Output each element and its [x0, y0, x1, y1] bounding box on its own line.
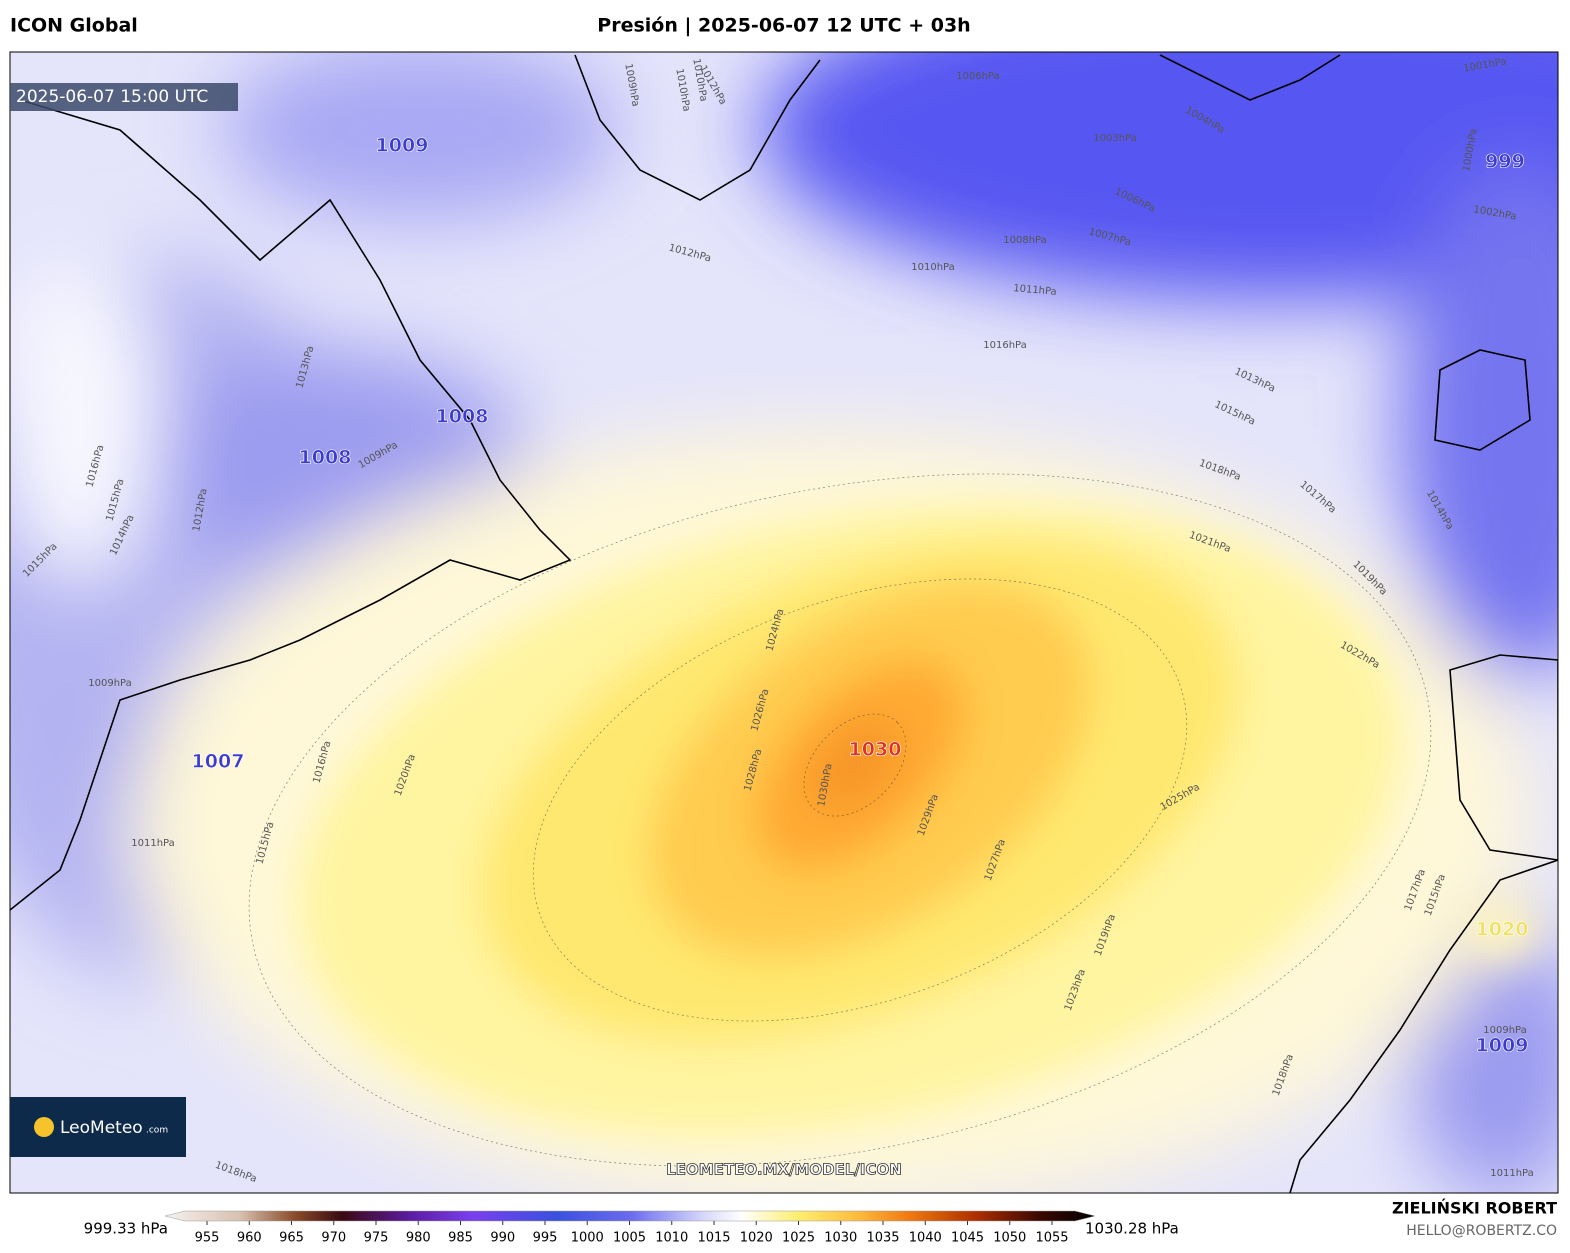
contour-label: 1011hPa — [1013, 283, 1057, 298]
colorbar-tick-label: 985 — [448, 1231, 473, 1246]
contour-label: 1003hPa — [1093, 133, 1137, 144]
contour-label: 1008hPa — [1003, 235, 1047, 246]
colorbar-tick-label: 965 — [279, 1231, 304, 1246]
contour-label: 1011hPa — [131, 838, 175, 849]
colorbar-tick-label: 1005 — [613, 1231, 646, 1246]
colorbar-min: 999.33 hPa — [84, 1220, 168, 1238]
colorbar-tick-label: 960 — [237, 1231, 262, 1246]
colorbar-tick-label: 975 — [364, 1231, 389, 1246]
colorbar-tick-label: 1035 — [866, 1231, 899, 1246]
colorbar-tick-label: 1000 — [571, 1231, 604, 1246]
colorbar-tick-label: 1055 — [1035, 1231, 1068, 1246]
contour-label: 1016hPa — [983, 340, 1027, 351]
colorbar-tick-label: 1010 — [655, 1231, 688, 1246]
colorbar-tick-label: 970 — [321, 1231, 346, 1246]
pressure-center: 1009 — [1476, 1035, 1529, 1057]
contour-label: 1010hPa — [911, 262, 955, 273]
pressure-center: 1030 — [849, 739, 902, 761]
contour-label: 1009hPa — [1483, 1025, 1527, 1036]
pressure-center: 1009 — [376, 135, 429, 157]
timestamp-box — [10, 83, 238, 111]
logo-suffix: .com — [146, 1126, 168, 1136]
pressure-center: 1020 — [1476, 919, 1529, 941]
logo-sun — [34, 1117, 54, 1137]
colorbar-tick-label: 980 — [406, 1231, 431, 1246]
timestamp: 2025-06-07 15:00 UTC — [16, 87, 208, 107]
map-frame — [9, 51, 1559, 1194]
pressure-center: 999 — [1485, 151, 1525, 173]
pressure-center: 1008 — [299, 447, 352, 469]
colorbar-tick-label: 1030 — [824, 1231, 857, 1246]
map-title: Presión | 2025-06-07 12 UTC + 03h — [597, 15, 970, 37]
contour-label: 1009hPa — [88, 678, 132, 689]
colorbar-tick-label: 1050 — [993, 1231, 1026, 1246]
colorbar-tick-label: 995 — [533, 1231, 558, 1246]
pressure-center: 1007 — [192, 751, 245, 773]
pressure-center: 1008 — [436, 406, 489, 428]
contour-label: 1011hPa — [1490, 1168, 1534, 1179]
contour-label: 1006hPa — [956, 71, 1000, 82]
colorbar-tick-label: 955 — [195, 1231, 220, 1246]
colorbar-tick-label: 990 — [490, 1231, 515, 1246]
logo-name: LeoMeteo — [60, 1118, 143, 1138]
contact: HELLO@ROBERTZ.CO — [1406, 1223, 1557, 1239]
colorbar — [164, 1210, 1096, 1222]
colorbar-max: 1030.28 hPa — [1085, 1220, 1179, 1238]
colorbar-tick-label: 1040 — [909, 1231, 942, 1246]
colorbar-tick-label: 1025 — [782, 1231, 815, 1246]
colorbar-tick-label: 1015 — [697, 1231, 730, 1246]
model-name: ICON Global — [10, 15, 138, 37]
colorbar-tick-label: 1045 — [951, 1231, 984, 1246]
colorbar-tick-label: 1020 — [740, 1231, 773, 1246]
author: ZIELIŃSKI ROBERT — [1392, 1199, 1557, 1218]
watermark: LEOMETEO.MX/MODEL/ICON — [666, 1161, 902, 1179]
